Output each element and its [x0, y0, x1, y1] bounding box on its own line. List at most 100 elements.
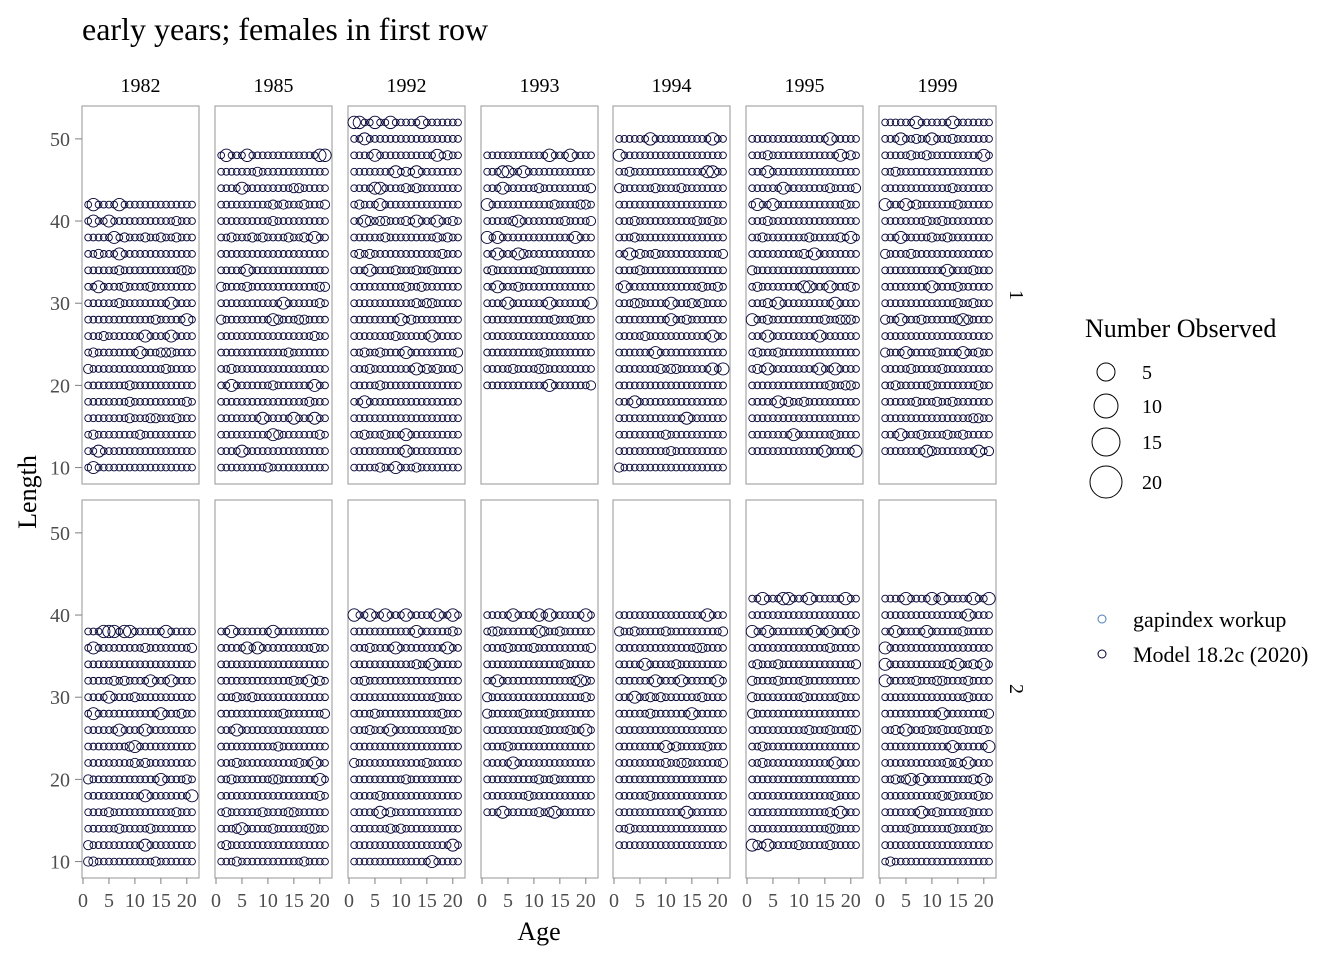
data-point: [253, 315, 262, 324]
data-point: [401, 281, 412, 292]
data-point: [258, 430, 267, 439]
data-point: [227, 332, 236, 340]
data-point: [651, 332, 660, 340]
x-tick-label: 15: [151, 890, 171, 912]
data-point: [636, 167, 644, 176]
data-point: [397, 217, 405, 225]
data-point: [182, 447, 191, 455]
data-point: [672, 299, 681, 308]
data-point: [120, 414, 129, 423]
data-point: [310, 365, 319, 373]
data-point: [672, 250, 681, 258]
data-point: [649, 346, 662, 359]
data-point: [662, 414, 670, 423]
data-point: [227, 315, 236, 324]
data-point: [305, 332, 314, 340]
data-point: [364, 248, 375, 259]
data-point: [681, 314, 692, 325]
data-point: [630, 463, 639, 472]
data-point: [157, 365, 165, 373]
data-point: [423, 135, 431, 143]
data-point: [518, 248, 529, 259]
data-point: [136, 250, 144, 258]
data-point: [688, 315, 696, 324]
data-point: [217, 430, 226, 439]
data-point: [222, 282, 231, 291]
data-point: [636, 365, 644, 373]
data-point: [373, 198, 387, 212]
data-point: [703, 315, 712, 324]
data-point: [222, 365, 231, 373]
data-point: [556, 381, 564, 390]
data-point: [397, 414, 405, 423]
data-point: [614, 183, 625, 194]
data-point: [561, 233, 569, 242]
data-point: [110, 217, 118, 225]
data-point: [235, 444, 249, 458]
data-point: [540, 315, 549, 324]
data-point: [662, 381, 670, 390]
data-point: [491, 280, 505, 294]
data-point: [315, 397, 324, 406]
data-point: [279, 151, 288, 160]
data-point: [438, 315, 447, 324]
data-point: [415, 115, 429, 130]
data-point: [634, 265, 646, 276]
data-point: [651, 282, 660, 291]
data-point: [656, 463, 665, 472]
data-point: [423, 151, 431, 160]
data-point: [625, 447, 634, 455]
data-point: [290, 282, 298, 291]
data-point: [703, 381, 712, 390]
data-point: [556, 365, 564, 373]
data-point: [713, 217, 722, 225]
data-point: [576, 381, 585, 390]
data-point: [112, 197, 126, 212]
data-point: [646, 200, 655, 209]
data-point: [99, 250, 108, 258]
data-point: [238, 430, 246, 439]
data-point: [92, 280, 106, 294]
data-point: [646, 315, 655, 324]
data-point: [580, 199, 591, 210]
data-point: [315, 217, 324, 225]
data-point: [287, 411, 301, 425]
data-point: [94, 217, 103, 225]
data-point: [397, 118, 405, 127]
data-point: [625, 299, 634, 308]
chart-title: early years; females in first row: [82, 11, 488, 47]
data-point: [380, 232, 391, 243]
data-point: [321, 233, 329, 242]
data-point: [519, 282, 528, 291]
data-point: [391, 397, 400, 406]
data-point: [779, 430, 788, 439]
data-point: [84, 299, 93, 308]
data-point: [628, 395, 642, 409]
data-point: [425, 329, 439, 343]
data-point: [188, 430, 196, 439]
data-point: [660, 429, 671, 440]
data-point: [110, 414, 118, 423]
data-point: [682, 463, 691, 472]
data-point: [401, 183, 412, 194]
data-point: [248, 430, 257, 439]
data-point: [493, 365, 502, 373]
data-point: [172, 447, 181, 455]
data-point: [253, 299, 262, 308]
data-point: [397, 282, 405, 291]
data-point: [279, 233, 288, 242]
facet-1-1999: [878, 105, 997, 485]
data-point: [566, 315, 575, 324]
data-point: [232, 233, 241, 242]
data-point: [713, 135, 722, 143]
data-point: [279, 250, 288, 258]
data-point: [350, 151, 359, 160]
data-point: [232, 167, 241, 176]
data-point: [509, 315, 517, 324]
data-point: [693, 365, 701, 373]
data-point: [386, 447, 395, 455]
data-point: [371, 217, 379, 225]
facet-1-1985: [214, 105, 333, 485]
data-point: [258, 299, 267, 308]
data-point: [651, 217, 660, 225]
